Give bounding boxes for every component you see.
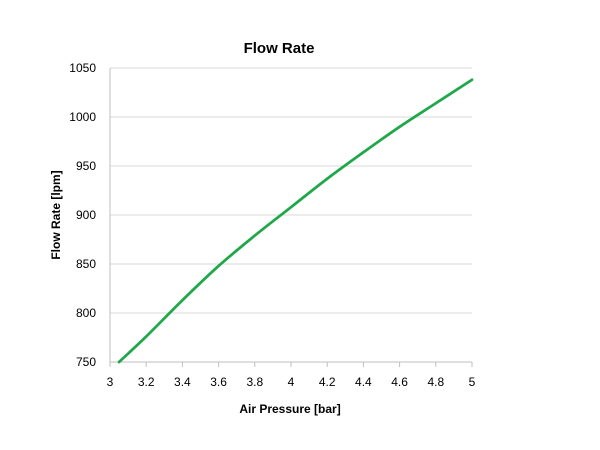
- axes: [109, 68, 473, 367]
- x-tick-label: 4: [288, 375, 295, 389]
- y-tick-label: 1050: [69, 61, 96, 75]
- x-axis-label: Air Pressure [bar]: [239, 402, 340, 416]
- y-tick-label: 800: [76, 306, 96, 320]
- x-tick-label: 3.4: [174, 375, 191, 389]
- y-tick-labels: 750 800 850 900 950 1000 1050: [69, 61, 96, 369]
- y-axis-label: Flow Rate [lpm]: [49, 170, 63, 259]
- x-tick-label: 4.4: [355, 375, 372, 389]
- x-tick-label: 3: [107, 375, 114, 389]
- series-line-0: [117, 78, 474, 364]
- y-tick-label: 750: [76, 355, 96, 369]
- series-layer: [117, 78, 474, 364]
- x-tick-label: 3.2: [138, 375, 155, 389]
- y-tick-label: 950: [76, 159, 96, 173]
- x-tick-label: 4.8: [427, 375, 444, 389]
- x-tick-labels: 3 3.2 3.4 3.6 3.8 4 4.2 4.4 4.6 4.8 5: [107, 375, 476, 389]
- chart-title: Flow Rate: [244, 40, 315, 57]
- x-tick-label: 3.8: [246, 375, 263, 389]
- y-tick-label: 850: [76, 257, 96, 271]
- y-tick-label: 1000: [69, 110, 96, 124]
- x-tick-label: 3.6: [210, 375, 227, 389]
- x-tick-label: 4.6: [391, 375, 408, 389]
- x-tick-label: 4.2: [319, 375, 336, 389]
- x-tick-label: 5: [469, 375, 476, 389]
- y-tick-label: 900: [76, 208, 96, 222]
